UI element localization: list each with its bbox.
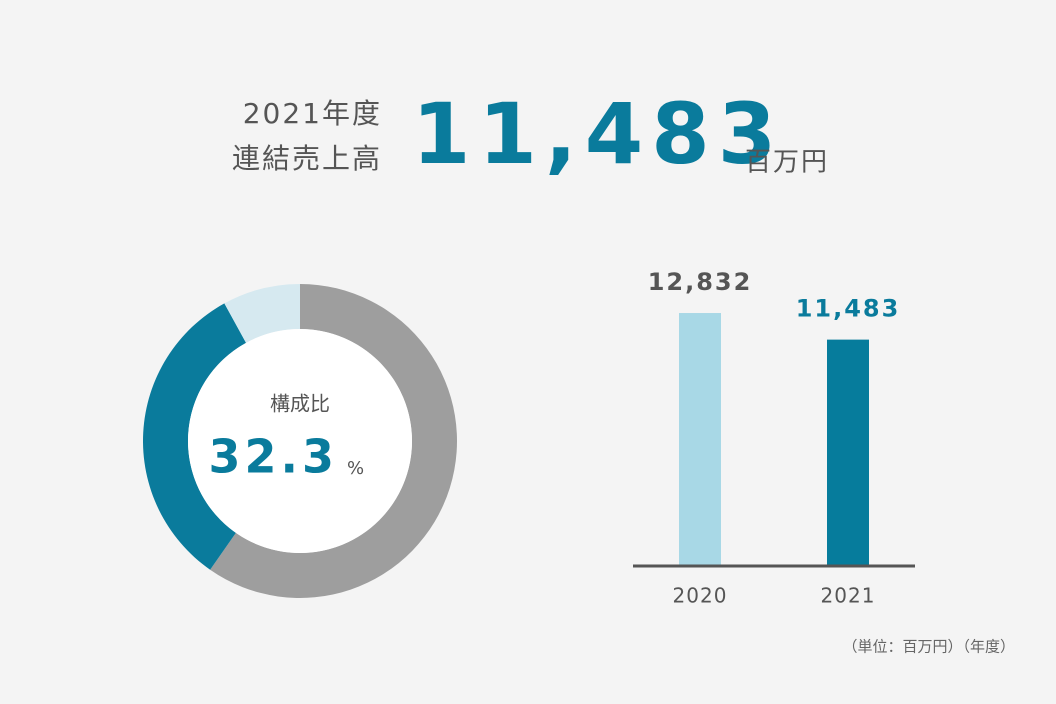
donut-segment: [143, 303, 247, 570]
donut-center-value: 32.3: [209, 430, 339, 484]
header-label: 連結売上高: [232, 142, 382, 175]
donut-title: 構成比: [270, 392, 330, 416]
header-unit: 百万円: [745, 148, 829, 178]
x-tick-label: 2020: [673, 584, 728, 608]
bar: [679, 313, 721, 566]
donut-segment: [224, 284, 300, 343]
bar-value-label: 12,832: [648, 268, 753, 296]
x-tick-label: 2021: [821, 584, 876, 608]
donut-unit: %: [347, 458, 364, 479]
header-value: 11,483: [412, 85, 784, 183]
donut-segment: [210, 284, 458, 598]
donut-hole: [188, 329, 412, 553]
bar: [827, 339, 869, 566]
header-year: 2021年度: [243, 97, 382, 130]
note: （単位：百万円）（年度）: [842, 638, 1015, 656]
bar-value-label: 11,483: [796, 295, 901, 323]
